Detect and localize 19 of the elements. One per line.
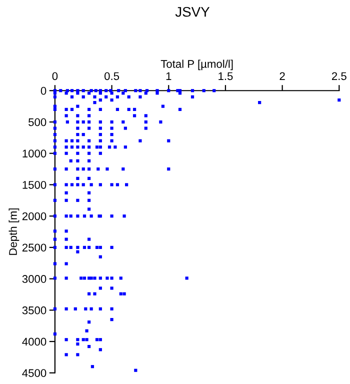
x-tick-label: 1.5: [218, 72, 233, 80]
y-tick-label: 3000: [22, 275, 46, 283]
y-tick-label: 3500: [22, 306, 46, 314]
y-tick-label: 500: [28, 118, 46, 126]
x-tick-label: 0: [52, 72, 58, 80]
y-tick-label: 0: [40, 86, 46, 95]
x-tick-label: 0.5: [104, 72, 120, 80]
y-tick-label: 2500: [22, 244, 46, 252]
y-tick-label: 1500: [22, 180, 46, 189]
y-tick-label: 1000: [22, 150, 46, 158]
x-tick-label: 2: [280, 72, 285, 80]
y-tick-label: 2000: [22, 212, 46, 220]
y-axis-title: Depth [m]: [8, 208, 20, 255]
chart-title: JSVY: [175, 6, 210, 17]
y-tick-label: 4000: [22, 338, 46, 346]
x-axis-title: Total P [µmol/l]: [160, 60, 233, 70]
x-tick-label: 2.5: [332, 72, 346, 80]
y-tick-label: 4500: [22, 369, 46, 377]
x-tick-label: 1: [166, 72, 172, 80]
